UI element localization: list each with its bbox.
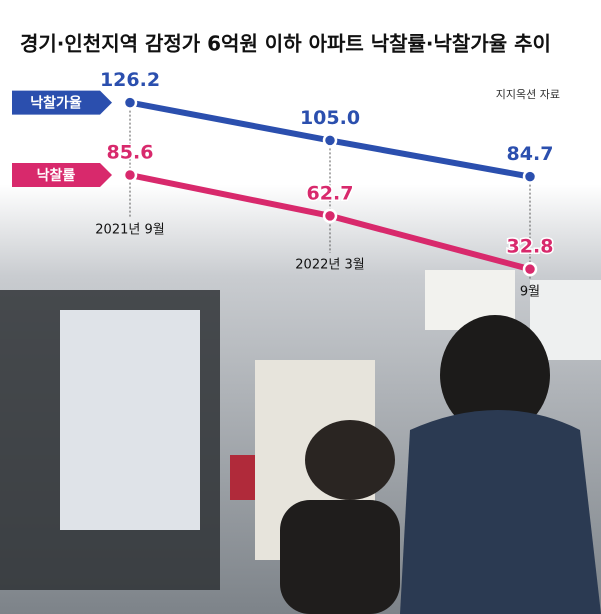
value-label: 84.7 <box>507 143 554 165</box>
value-label: 32.8 <box>507 236 554 258</box>
x-tick-label: 2022년 3월 <box>295 258 364 273</box>
value-label: 62.7 <box>307 182 354 204</box>
phone <box>230 455 255 500</box>
person-body <box>280 500 400 614</box>
person-head <box>305 420 395 500</box>
legend-label: 낙찰률 <box>37 167 76 184</box>
point <box>522 169 538 184</box>
legend-tag <box>12 163 112 188</box>
chart-title: 경기·인천지역 감정가 6억원 이하 아파트 낙찰률·낙찰가율 추이 <box>20 32 551 56</box>
person-body <box>400 410 601 614</box>
source: 지지옥션 자료 <box>496 88 560 101</box>
legend-label: 낙찰가율 <box>30 95 82 112</box>
point <box>122 95 138 110</box>
legend-tag <box>12 90 112 115</box>
point <box>322 133 338 148</box>
notice-glass <box>60 310 200 530</box>
value-label: 105.0 <box>300 107 360 129</box>
value-label: 126.2 <box>100 69 160 91</box>
value-label: 85.6 <box>107 142 154 164</box>
point <box>122 167 138 183</box>
x-tick-label: 2021년 9월 <box>95 223 164 238</box>
point <box>522 261 538 277</box>
person-head <box>440 315 550 435</box>
point <box>322 208 338 224</box>
x-tick-label: 9월 <box>520 285 540 300</box>
